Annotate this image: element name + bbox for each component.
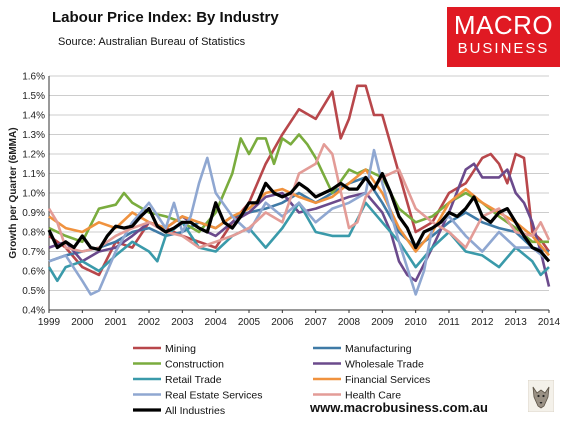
y-tick-label: 1.5% bbox=[22, 91, 45, 102]
y-tick-label: 1.4% bbox=[22, 111, 45, 122]
legend-label: Mining bbox=[165, 343, 196, 355]
series-line-retail-trade bbox=[47, 201, 550, 283]
website-url: www.macrobusiness.com.au bbox=[310, 400, 488, 415]
legend-label: All Industries bbox=[165, 405, 225, 417]
chart-title: Labour Price Index: By Industry bbox=[52, 9, 279, 26]
y-tick-label: 0.8% bbox=[22, 228, 45, 239]
y-tick-label: 1.1% bbox=[22, 169, 45, 180]
y-tick-label: 1.0% bbox=[22, 189, 45, 200]
legend-label: Retail Trade bbox=[165, 374, 222, 386]
series-line-construction bbox=[48, 133, 549, 244]
x-tick-label: 2014 bbox=[538, 317, 561, 328]
y-tick-label: 0.4% bbox=[22, 306, 45, 317]
x-tick-label: 2009 bbox=[371, 317, 394, 328]
legend-label: Wholesale Trade bbox=[345, 359, 424, 371]
legend-label: Manufacturing bbox=[345, 343, 412, 355]
x-tick-label: 2002 bbox=[138, 317, 161, 328]
legend-label: Health Care bbox=[345, 390, 401, 402]
series-line-all-industries bbox=[47, 171, 551, 263]
x-tick-label: 2003 bbox=[171, 317, 194, 328]
x-tick-label: 2005 bbox=[238, 317, 261, 328]
x-tick-label: 2012 bbox=[471, 317, 494, 328]
x-tick-label: 2010 bbox=[405, 317, 428, 328]
x-tick-label: 2007 bbox=[305, 317, 328, 328]
legend-label: Construction bbox=[165, 359, 224, 371]
y-tick-label: 0.7% bbox=[22, 247, 45, 258]
series-line-real-estate-services bbox=[48, 148, 550, 296]
legend-label: Financial Services bbox=[345, 374, 430, 386]
y-tick-label: 1.3% bbox=[22, 130, 45, 141]
chart-source: Source: Australian Bureau of Statistics bbox=[58, 36, 246, 48]
y-tick-label: 0.9% bbox=[22, 208, 45, 219]
x-tick-label: 2006 bbox=[271, 317, 294, 328]
y-tick-label: 1.6% bbox=[22, 72, 45, 83]
macrobusiness-logo: MACRO BUSINESS bbox=[447, 7, 560, 67]
x-tick-label: 1999 bbox=[38, 317, 61, 328]
series-line-health-care bbox=[47, 143, 551, 253]
logo-line-1: MACRO bbox=[453, 10, 554, 40]
legend-label: Real Estate Services bbox=[165, 390, 262, 402]
x-tick-label: 2013 bbox=[505, 317, 528, 328]
series-line-mining bbox=[48, 84, 551, 277]
series-line-manufacturing bbox=[48, 176, 550, 263]
y-axis-label: Growth per Quarter (6MMA) bbox=[8, 127, 19, 258]
logo-line-2: BUSINESS bbox=[457, 40, 550, 57]
y-tick-label: 0.6% bbox=[22, 267, 45, 278]
wolf-icon bbox=[528, 380, 554, 412]
x-tick-label: 2008 bbox=[338, 317, 361, 328]
x-tick-label: 2000 bbox=[71, 317, 94, 328]
y-tick-label: 1.2% bbox=[22, 150, 45, 161]
y-tick-label: 0.5% bbox=[22, 286, 45, 297]
x-tick-label: 2011 bbox=[438, 317, 460, 328]
x-tick-label: 2004 bbox=[205, 317, 228, 328]
x-tick-label: 2001 bbox=[105, 317, 128, 328]
series-line-financial-services bbox=[48, 168, 550, 257]
